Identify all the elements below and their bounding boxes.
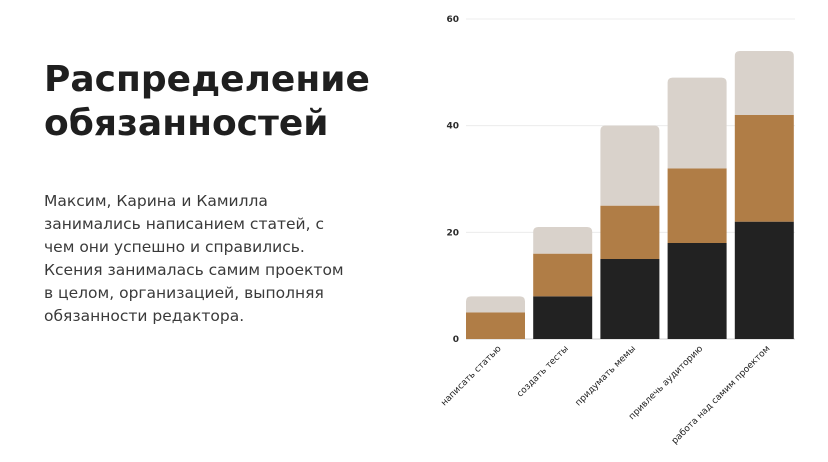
bar-segment: [533, 253, 593, 297]
x-tick-label: придумать мемы: [574, 344, 638, 408]
bar-segment: [667, 168, 727, 243]
bar-segment: [466, 312, 525, 339]
bar-segment: [667, 243, 727, 339]
x-tick-label: написать статью: [439, 344, 504, 409]
bar-segment: [600, 125, 660, 206]
chart-bars: [466, 51, 794, 339]
chart-x-axis: написать статью создать тесты придумать ме…: [439, 344, 772, 447]
page-title: Распределение обязанностей: [44, 59, 370, 144]
bar-segment: [600, 259, 660, 339]
y-tick-label: 20: [446, 228, 459, 238]
bar-segment: [600, 205, 660, 259]
x-tick-label: привлечь аудиторию: [627, 344, 705, 422]
bar-segment: [734, 221, 794, 339]
bar-segment: [734, 115, 794, 222]
y-tick-label: 40: [446, 122, 459, 132]
bar-segment: [667, 77, 727, 169]
bar-segment: [533, 227, 593, 254]
bar-segment: [533, 296, 593, 339]
x-tick-label: создать тесты: [515, 344, 570, 399]
description-text: Максим, Карина и Камилла занимались напи…: [44, 192, 344, 325]
bar-segment: [466, 296, 525, 313]
y-tick-label: 60: [446, 15, 459, 25]
y-tick-label: 0: [453, 335, 459, 345]
chart-y-axis: 0 20 40 60: [446, 15, 459, 345]
bar-segment: [734, 51, 794, 115]
